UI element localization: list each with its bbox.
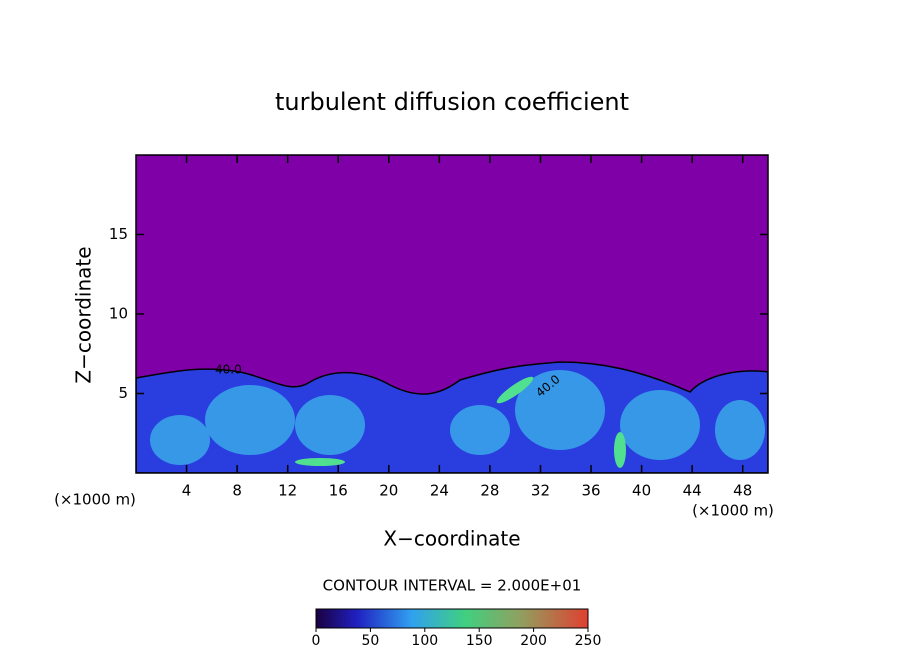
y-tick-label: 10 <box>109 305 128 323</box>
field: 40.0 40.0 <box>136 155 768 473</box>
colorbar-tick-label: 100 <box>411 633 438 649</box>
contour-label: 40.0 <box>215 363 242 377</box>
x-unit-label: (×1000 m) <box>692 502 774 520</box>
y-unit-label: (×1000 m) <box>54 491 136 509</box>
y-tick-label: 15 <box>109 225 128 243</box>
field-highlights <box>295 376 626 468</box>
x-tick-label: 20 <box>379 482 398 500</box>
x-tick-label: 16 <box>329 482 348 500</box>
x-tick-label: 40 <box>632 482 651 500</box>
x-tick-label: 28 <box>480 482 499 500</box>
x-tick-label: 24 <box>430 482 449 500</box>
chart-title: turbulent diffusion coefficient <box>275 88 629 116</box>
field-patches <box>150 370 765 465</box>
x-tick-label: 44 <box>683 482 702 500</box>
x-tick-label: 4 <box>182 482 192 500</box>
colorbar-tick-label: 150 <box>466 633 493 649</box>
x-axis-label: X−coordinate <box>383 527 520 551</box>
x-tick-label: 12 <box>278 482 297 500</box>
y-axis-label: Z−coordinate <box>72 246 96 383</box>
colorbar-tick-label: 50 <box>361 633 379 649</box>
contour-interval: CONTOUR INTERVAL = 2.000E+01 <box>323 577 582 595</box>
x-tick-label: 36 <box>581 482 600 500</box>
x-tick-label: 32 <box>531 482 550 500</box>
colorbar-tick-label: 200 <box>520 633 547 649</box>
y-tick-label: 5 <box>118 384 128 402</box>
x-tick-label: 48 <box>733 482 752 500</box>
turbulent-layer <box>136 361 768 473</box>
colorbar-tick-label: 250 <box>575 633 602 649</box>
colorbar-tick-label: 0 <box>312 633 321 649</box>
colorbar <box>315 608 589 629</box>
x-tick-label: 8 <box>232 482 242 500</box>
